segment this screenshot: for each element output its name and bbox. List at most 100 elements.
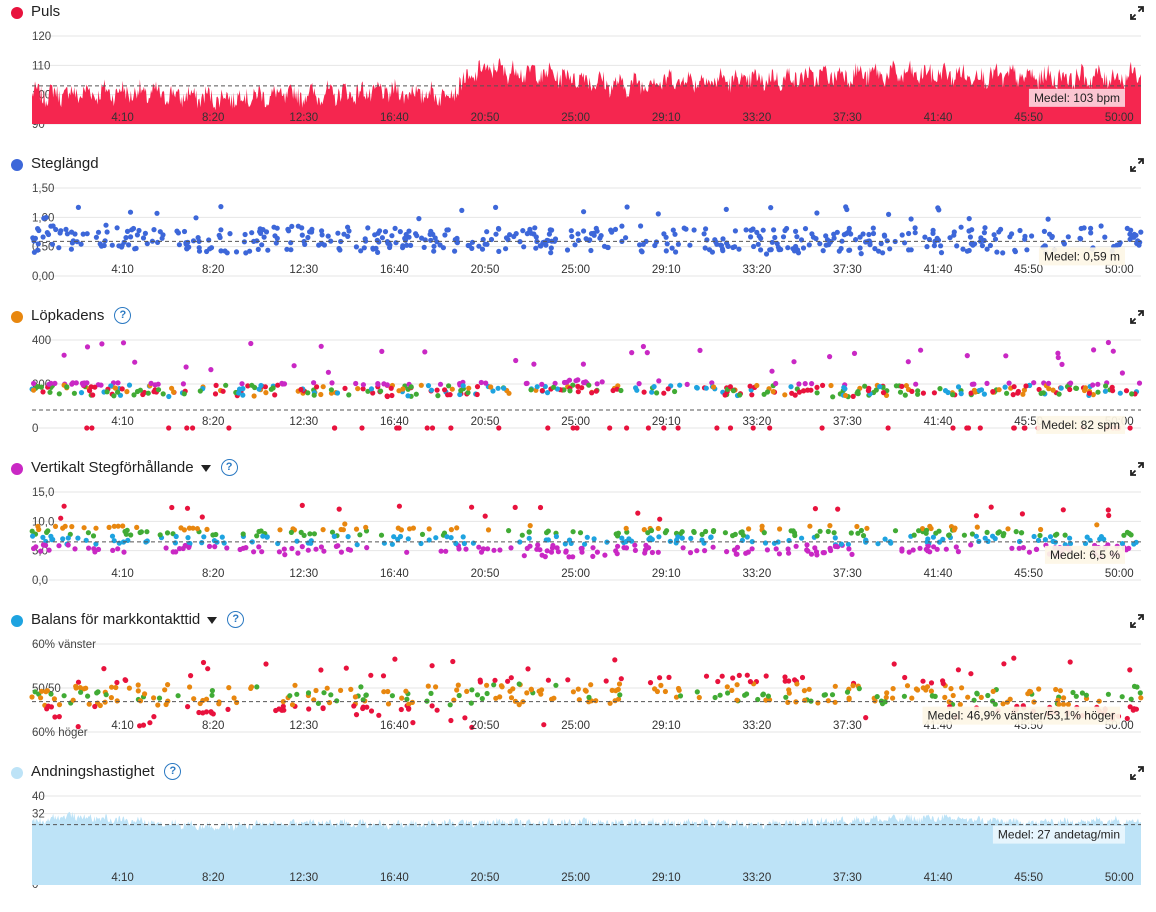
data-point bbox=[495, 385, 501, 391]
data-point bbox=[248, 684, 255, 690]
data-point bbox=[281, 707, 287, 713]
data-point bbox=[569, 233, 575, 240]
data-point bbox=[280, 699, 286, 705]
help-icon[interactable]: ? bbox=[227, 611, 245, 628]
data-point bbox=[691, 227, 697, 233]
expand-icon[interactable] bbox=[1130, 766, 1144, 780]
x-tick-label: 20:50 bbox=[471, 416, 500, 428]
data-point bbox=[541, 722, 547, 728]
data-point bbox=[916, 528, 922, 534]
data-point bbox=[802, 226, 809, 232]
data-point bbox=[776, 551, 783, 557]
data-point bbox=[554, 545, 560, 551]
help-icon[interactable]: ? bbox=[114, 307, 132, 324]
data-point bbox=[637, 242, 643, 248]
chevron-down-icon[interactable] bbox=[207, 617, 218, 624]
data-point bbox=[243, 250, 249, 256]
data-point bbox=[663, 248, 669, 254]
data-point bbox=[334, 698, 340, 704]
data-point bbox=[649, 389, 655, 395]
data-point bbox=[56, 702, 63, 708]
data-point bbox=[222, 248, 228, 254]
data-point bbox=[920, 390, 927, 396]
expand-icon[interactable] bbox=[1130, 614, 1144, 628]
data-point bbox=[40, 389, 46, 395]
data-point bbox=[920, 678, 926, 684]
data-point bbox=[1124, 225, 1130, 231]
expand-icon[interactable] bbox=[1130, 462, 1144, 476]
data-point bbox=[288, 529, 294, 535]
data-point bbox=[679, 535, 685, 541]
data-point bbox=[664, 241, 670, 247]
data-point bbox=[132, 246, 138, 252]
expand-icon[interactable] bbox=[1130, 310, 1144, 324]
data-point bbox=[645, 425, 652, 431]
data-point bbox=[710, 544, 716, 550]
data-point bbox=[832, 543, 839, 549]
data-point bbox=[967, 234, 974, 240]
x-tick-label: 33:20 bbox=[742, 568, 771, 580]
data-point bbox=[95, 229, 102, 235]
expand-icon[interactable] bbox=[1130, 158, 1144, 172]
data-point bbox=[295, 550, 301, 556]
data-point bbox=[519, 532, 525, 538]
data-point bbox=[521, 244, 527, 250]
data-point bbox=[98, 382, 104, 388]
data-point bbox=[1073, 385, 1080, 391]
data-point bbox=[567, 388, 573, 394]
data-point bbox=[694, 689, 700, 695]
data-point bbox=[875, 541, 881, 547]
data-point bbox=[1119, 694, 1125, 700]
data-point bbox=[800, 388, 807, 394]
data-point bbox=[880, 250, 886, 256]
data-point bbox=[577, 530, 584, 536]
data-point bbox=[425, 683, 431, 689]
data-point bbox=[426, 526, 432, 532]
data-point bbox=[219, 534, 225, 540]
data-point bbox=[1088, 230, 1094, 236]
data-point bbox=[245, 383, 251, 389]
x-tick-label: 8:20 bbox=[202, 720, 224, 732]
data-point bbox=[454, 240, 460, 246]
data-point bbox=[271, 224, 277, 230]
data-point bbox=[566, 554, 572, 560]
data-point bbox=[396, 425, 402, 431]
data-point bbox=[35, 241, 41, 247]
data-point bbox=[957, 701, 963, 708]
data-point bbox=[947, 235, 953, 241]
x-tick-label: 20:50 bbox=[471, 720, 500, 732]
data-point bbox=[311, 697, 317, 703]
data-point bbox=[407, 526, 413, 532]
data-point bbox=[688, 535, 694, 541]
help-icon[interactable]: ? bbox=[220, 459, 238, 476]
chart-plot: 1,501,000,500,004:108:2012:3016:4020:502… bbox=[30, 183, 1144, 283]
data-point bbox=[60, 536, 66, 542]
data-point bbox=[126, 382, 133, 388]
data-point bbox=[858, 527, 865, 534]
data-point bbox=[1041, 228, 1047, 234]
data-point bbox=[495, 225, 502, 232]
data-point bbox=[570, 689, 577, 695]
data-point bbox=[925, 536, 931, 542]
expand-icon[interactable] bbox=[1130, 6, 1144, 20]
data-point bbox=[122, 528, 128, 535]
data-point bbox=[701, 231, 707, 237]
data-point bbox=[581, 379, 587, 386]
data-point bbox=[799, 535, 805, 541]
data-point bbox=[1056, 391, 1062, 397]
x-tick-label: 16:40 bbox=[380, 416, 409, 428]
data-point bbox=[901, 693, 908, 699]
data-point bbox=[799, 674, 806, 681]
y-tick-label: 110 bbox=[32, 60, 50, 72]
help-icon[interactable]: ? bbox=[164, 763, 182, 780]
data-point bbox=[491, 547, 497, 553]
data-point bbox=[363, 524, 369, 530]
data-point bbox=[104, 389, 110, 395]
data-point bbox=[822, 692, 829, 698]
data-point bbox=[720, 248, 726, 254]
data-point bbox=[899, 383, 905, 389]
data-point bbox=[545, 537, 551, 543]
data-point bbox=[580, 361, 587, 367]
data-point bbox=[318, 667, 324, 673]
chevron-down-icon[interactable] bbox=[200, 465, 211, 472]
